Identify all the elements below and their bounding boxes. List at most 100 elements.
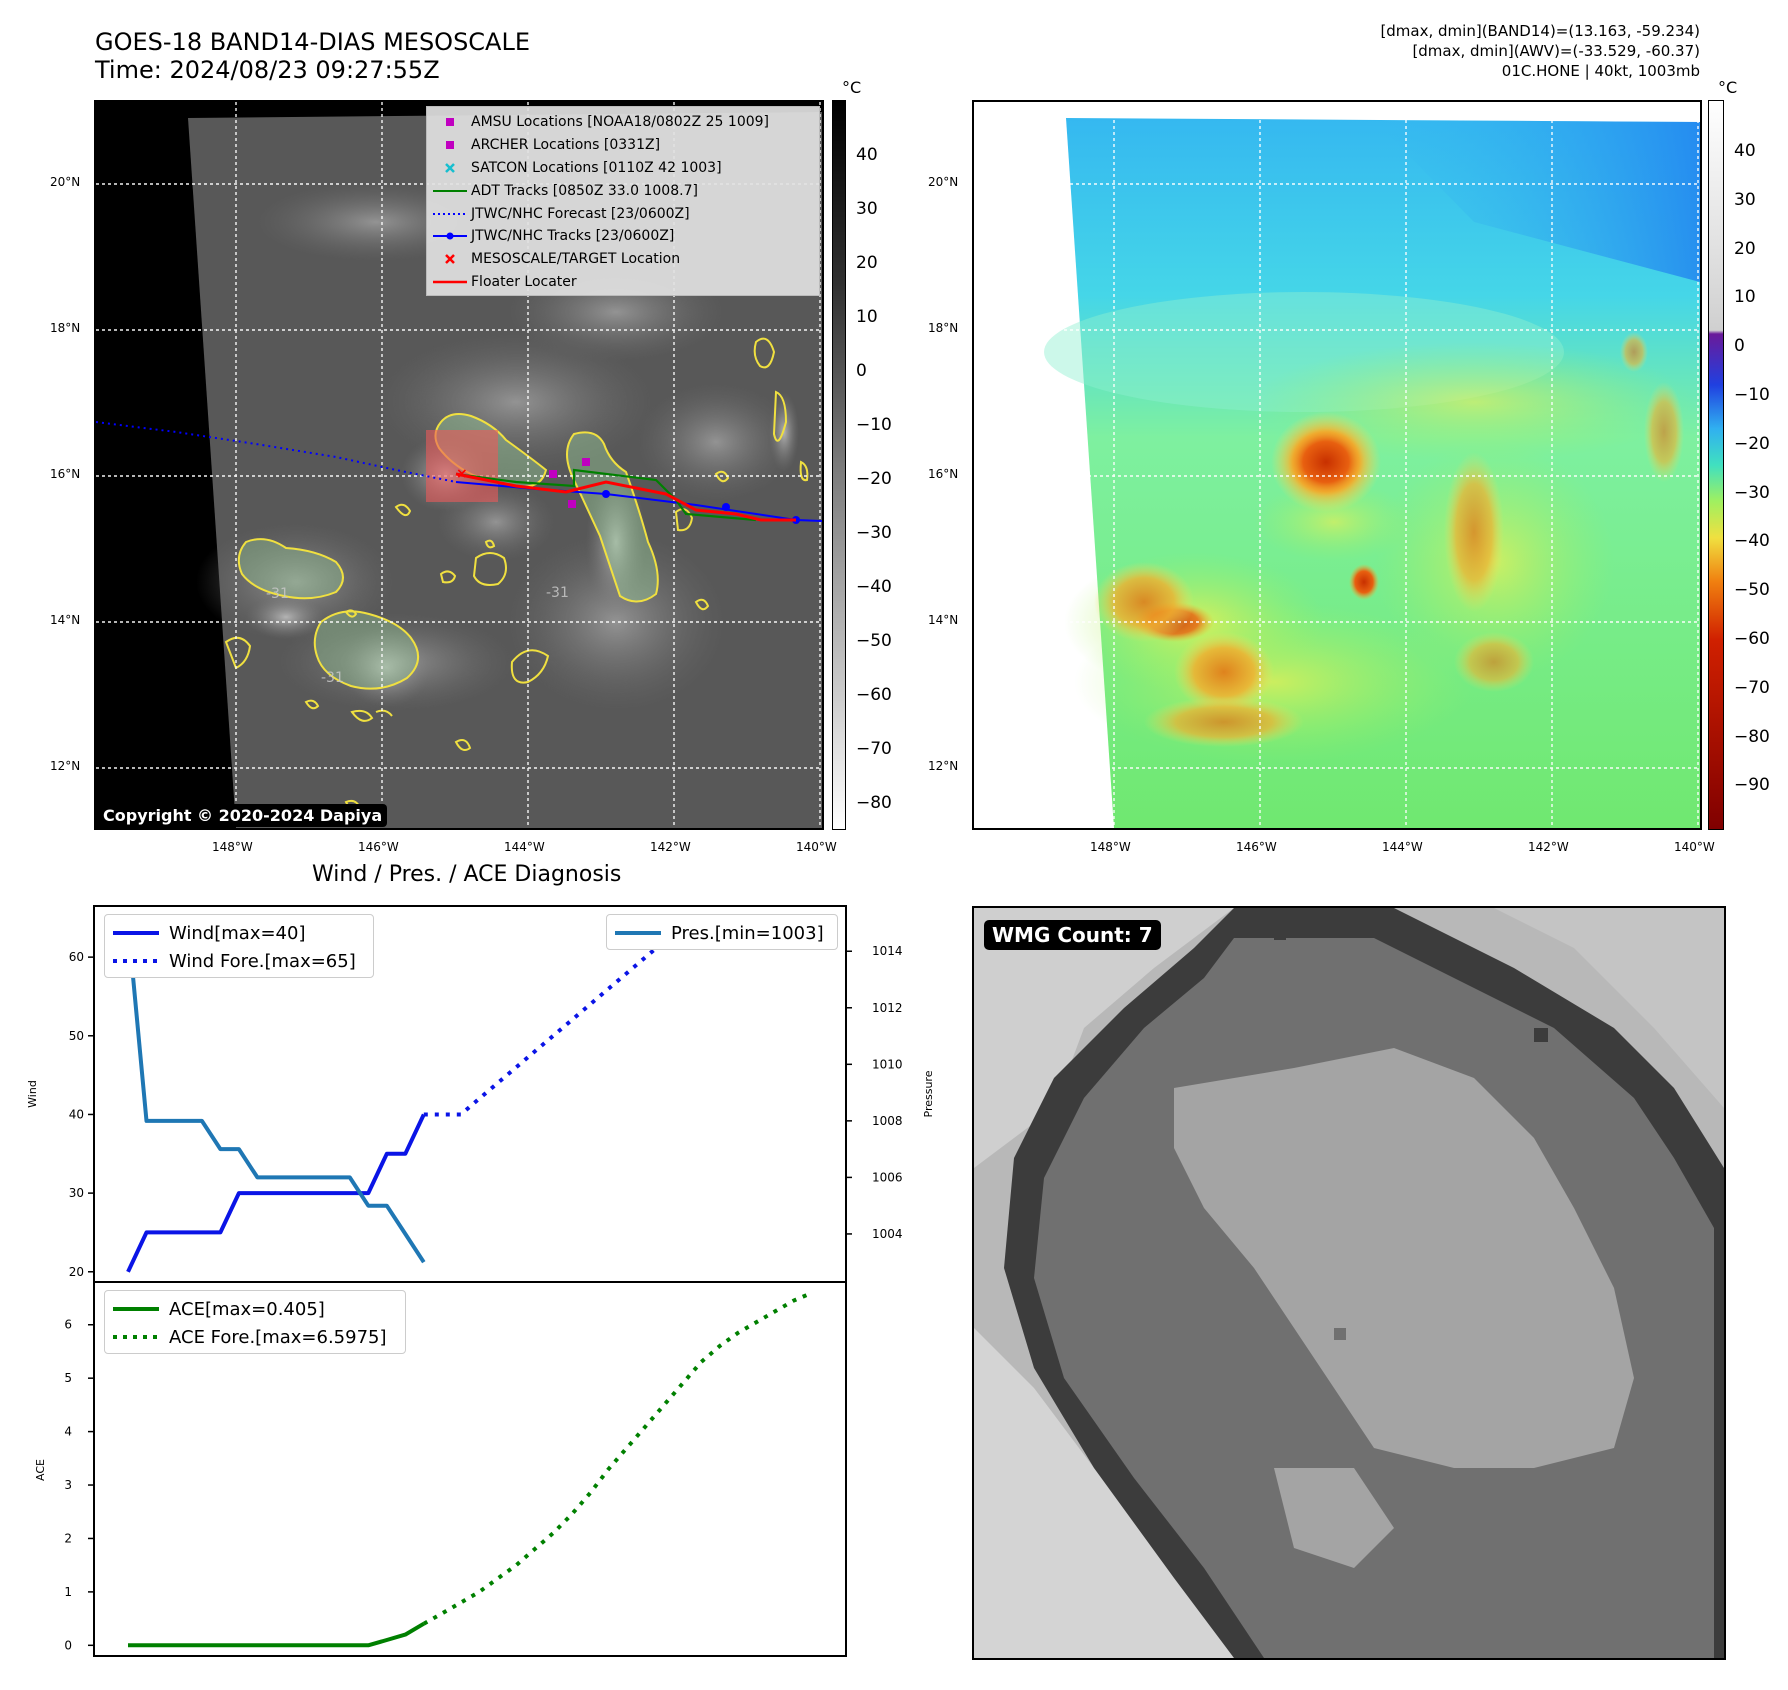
colorbar-tick-label: 30 <box>1734 189 1756 210</box>
colorbar-tick-label: −70 <box>1734 677 1770 698</box>
lat-label: 16°N <box>50 467 81 481</box>
pressure-tick-label: 1012 <box>872 1001 903 1015</box>
legend-label: AMSU Locations [NOAA18/0802Z 25 1009] <box>471 114 770 131</box>
wind-series <box>126 915 812 1273</box>
wind-yaxis: 60 50 40 30 20 <box>69 950 94 1279</box>
wind-legend: Wind[max=40] Wind Fore.[max=65] <box>104 914 374 978</box>
lat-label: 18°N <box>928 321 959 335</box>
lat-label: 18°N <box>50 321 81 335</box>
pressure-legend: Pres.[min=1003] <box>606 914 838 950</box>
legend-entry: Pres.[min=1003] <box>615 919 829 947</box>
lon-label: 140°W <box>796 840 837 854</box>
wind-tick-label: 60 <box>69 950 84 964</box>
ace-tick-label: 5 <box>64 1371 72 1385</box>
pressure-tick-label: 1006 <box>872 1170 903 1184</box>
ace-tick-label: 6 <box>64 1318 72 1332</box>
lat-label: 14°N <box>928 613 959 627</box>
svg-text:×: × <box>456 466 468 482</box>
series-line-1-0 <box>128 1621 425 1648</box>
ace-tick-label: 2 <box>64 1531 72 1545</box>
lat-label: 14°N <box>50 613 81 627</box>
colorbar-tick-label: 40 <box>856 145 878 165</box>
pressure-tick-label: 1014 <box>872 944 903 958</box>
colorbar-gray <box>832 100 846 830</box>
legend-label: ADT Tracks [0850Z 33.0 1008.7] <box>471 182 698 199</box>
lon-label: 146°W <box>1236 840 1277 854</box>
legend-label: JTWC/NHC Tracks [23/0600Z] <box>471 228 675 245</box>
diagnosis-title: Wind / Pres. / ACE Diagnosis <box>312 862 622 887</box>
colorbar-tick-label: 30 <box>856 199 878 219</box>
legend-entry: ACE Fore.[max=6.5975] <box>113 1323 397 1351</box>
colorbar-tick-label: −50 <box>856 631 892 651</box>
series-line-1-1 <box>422 1290 813 1626</box>
awv-map-panel <box>972 100 1702 830</box>
legend-entry: SATCON Locations [0110Z 42 1003] <box>433 157 813 180</box>
colorbar-tick-label: −30 <box>1734 482 1770 503</box>
ace-legend: ACE[max=0.405] ACE Fore.[max=6.5975] <box>104 1290 406 1354</box>
colorbar-tick-label: 10 <box>856 307 878 327</box>
wind-axis-label: Wind <box>26 1080 39 1108</box>
info-storm: 01C.HONE | 40kt, 1003mb <box>1501 62 1700 80</box>
contour-label: -31 <box>321 670 344 686</box>
legend-label: Wind Fore.[max=65] <box>169 950 356 972</box>
wind-tick-label: 20 <box>69 1265 84 1279</box>
colorbar-tick-label: −70 <box>856 739 892 759</box>
legend-label: Floater Locater <box>471 273 577 290</box>
legend-entry: MESOSCALE/TARGET Location <box>433 248 813 271</box>
colorbar-tick-label: −90 <box>1734 775 1770 796</box>
colorbar-tick-label: −40 <box>856 577 892 597</box>
map-legend: AMSU Locations [NOAA18/0802Z 25 1009] AR… <box>426 106 820 296</box>
colorbar-tick-label: −60 <box>1734 629 1770 649</box>
legend-entry: AMSU Locations [NOAA18/0802Z 25 1009] <box>433 111 813 134</box>
colorbar-tick-label: −80 <box>856 793 892 813</box>
lon-label: 146°W <box>358 840 399 854</box>
info-awv: [dmax, dmin](AWV)=(-33.529, -60.37) <box>1412 42 1700 60</box>
colorbar-tick-label: 0 <box>856 361 867 381</box>
lon-label: 142°W <box>1528 840 1569 854</box>
lat-label: 20°N <box>928 175 959 189</box>
colorbar-tick-label: −80 <box>1734 726 1770 747</box>
copyright-badge: Copyright © 2020-2024 Dapiya <box>98 804 388 827</box>
colorbar-tick-label: −50 <box>1734 580 1770 601</box>
colorbar-tick-label: 20 <box>1734 238 1756 259</box>
lon-label: 144°W <box>504 840 545 854</box>
colorbar-unit: °C <box>842 78 862 97</box>
legend-label: ACE[max=0.405] <box>169 1298 325 1320</box>
lat-label: 20°N <box>50 175 81 189</box>
colorbar-tick-label: −30 <box>856 523 892 543</box>
colorbar-tick-label: 0 <box>1734 336 1745 357</box>
lon-label: 140°W <box>1674 840 1715 854</box>
colorbar-tick-label: −10 <box>1734 385 1770 405</box>
wmg-count-badge: WMG Count: 7 <box>984 920 1161 950</box>
wmg-panel: WMG Count: 7 <box>972 906 1726 1660</box>
figure-timestamp: Time: 2024/08/23 09:27:55Z <box>95 56 440 84</box>
colorbar-unit: °C <box>1718 78 1738 97</box>
pressure-yaxis: 1014 1012 1010 1008 1006 1004 <box>846 944 903 1241</box>
colorbar-tick-label: 40 <box>1734 141 1756 161</box>
colorbar-color <box>1708 100 1724 830</box>
legend-entry: JTWC/NHC Forecast [23/0600Z] <box>433 202 813 225</box>
ace-tick-label: 0 <box>64 1638 72 1652</box>
wind-tick-label: 50 <box>69 1029 84 1043</box>
ir-map-panel: -31 -31 -31 <box>94 100 824 830</box>
legend-entry: Wind Fore.[max=65] <box>113 947 365 975</box>
series-line-0-2 <box>126 922 426 1264</box>
wind-tick-label: 30 <box>69 1186 84 1200</box>
legend-label: Pres.[min=1003] <box>671 922 824 944</box>
pressure-axis-label: Pressure <box>922 1070 935 1117</box>
colorbar-tick-label: −20 <box>856 469 892 489</box>
ace-axis-label: ACE <box>34 1459 47 1481</box>
legend-label: MESOSCALE/TARGET Location <box>471 251 681 268</box>
ace-tick-label: 1 <box>64 1585 72 1599</box>
legend-label: Wind[max=40] <box>169 922 306 944</box>
pressure-tick-label: 1008 <box>872 1114 903 1128</box>
colorbar-tick-label: −20 <box>1734 433 1770 454</box>
pressure-tick-label: 1004 <box>872 1227 903 1241</box>
colorbar-tick-label: −40 <box>1734 531 1770 552</box>
colorbar-tick-label: 10 <box>1734 287 1756 308</box>
ace-yaxis: 6 5 4 3 2 1 0 <box>64 1318 94 1652</box>
ace-series <box>128 1290 813 1648</box>
lon-label: 144°W <box>1382 840 1423 854</box>
contour-label: -31 <box>546 585 569 601</box>
